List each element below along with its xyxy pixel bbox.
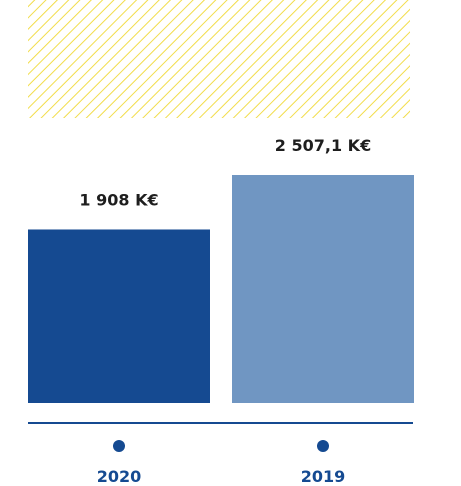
value-label: 1 908 K€ [79,190,158,209]
decoration [28,0,410,118]
value-label: 2 507,1 K€ [275,136,371,155]
x-tick-label: 2020 [97,467,142,486]
category-dot [113,440,125,452]
x-tick-label: 2019 [301,467,346,486]
bar [232,175,414,403]
bar [28,229,210,403]
category-dot [317,440,329,452]
